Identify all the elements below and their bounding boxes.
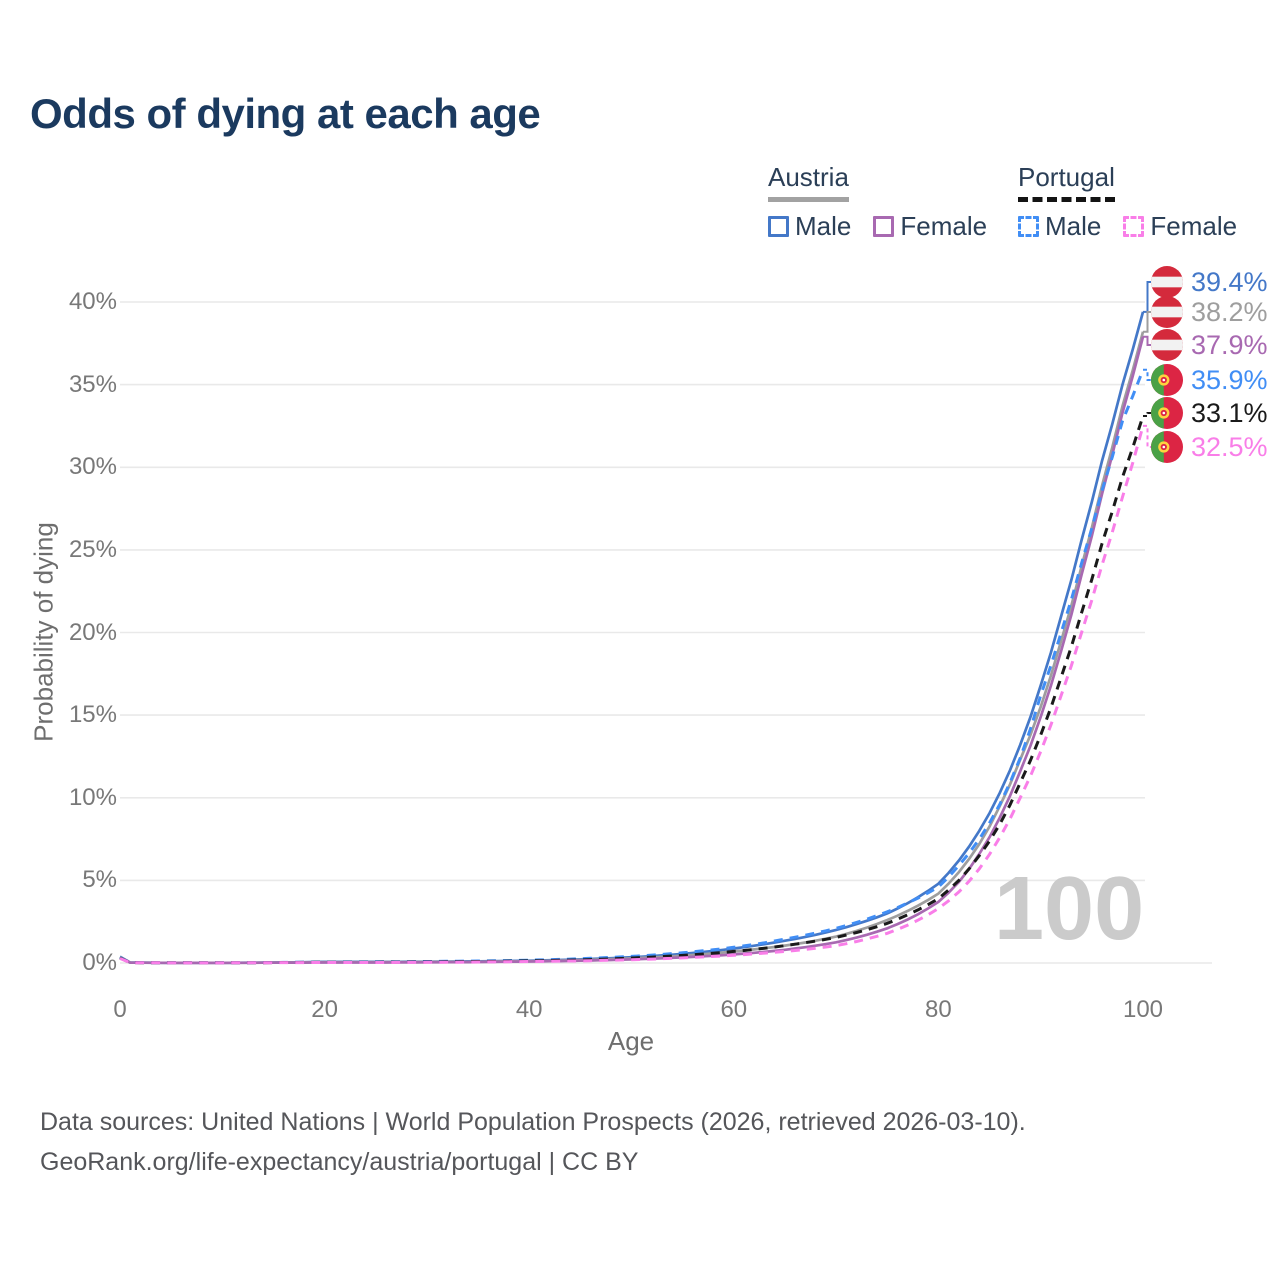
label-connector-2	[1143, 335, 1151, 346]
austria-male-checkbox[interactable]	[768, 216, 789, 237]
portugal-flag-icon	[1151, 397, 1183, 429]
end-value-austria-female: 37.9%	[1191, 330, 1268, 360]
portugal-flag-icon	[1151, 364, 1183, 396]
legend-country-portugal: Portugal	[1018, 162, 1115, 202]
legend-row-austria: Male Female	[768, 211, 1009, 242]
label-connector-1	[1143, 311, 1151, 333]
portugal-flag-icon	[1151, 431, 1183, 463]
austria-flag-icon	[1151, 329, 1183, 361]
portugal-female-checkbox[interactable]	[1123, 216, 1145, 237]
x-axis-title: Age	[607, 1026, 655, 1056]
x-tick-label-80: 80	[925, 996, 952, 1023]
x-tick-label-40: 40	[515, 996, 543, 1023]
legend-group-portugal: Portugal Male Female	[1018, 162, 1259, 242]
footer-attribution: GeoRank.org/life-expectancy/austria/port…	[40, 1148, 639, 1176]
end-value-austria-male: 39.4%	[1191, 267, 1268, 297]
age-counter: 100	[994, 859, 1145, 959]
label-connector-0	[1143, 281, 1151, 313]
end-value-portugal-female: 32.5%	[1191, 432, 1268, 462]
y-tick-label-20%: 20%	[68, 618, 117, 646]
portugal-female-label: Female	[1150, 211, 1238, 241]
y-tick-label-5%: 5%	[82, 866, 117, 894]
portugal-male-checkbox[interactable]	[1018, 216, 1039, 237]
x-tick-label-0: 0	[113, 996, 127, 1023]
end-value-portugal-male: 35.9%	[1191, 365, 1268, 395]
austria-flag-icon	[1151, 266, 1183, 298]
label-connector-4	[1143, 412, 1151, 417]
footer-data-sources: Data sources: United Nations | World Pop…	[40, 1108, 1026, 1136]
x-tick-label-60: 60	[720, 996, 748, 1023]
label-connector-3	[1143, 368, 1151, 381]
x-tick-label-20: 20	[311, 996, 338, 1023]
portugal-male-label: Male	[1045, 211, 1102, 241]
y-tick-label-10%: 10%	[68, 783, 117, 811]
series-line-portugal-female	[119, 425, 1145, 965]
y-tick-label-40%: 40%	[68, 288, 117, 315]
end-value-portugal: 33.1%	[1191, 398, 1268, 428]
austria-female-label: Female	[900, 211, 988, 241]
y-tick-label-30%: 30%	[68, 453, 117, 481]
series-line-portugal	[119, 415, 1145, 965]
label-connector-5	[1143, 424, 1151, 448]
y-tick-label-0%: 0%	[82, 949, 117, 976]
legend-row-portugal: Male Female	[1018, 211, 1259, 242]
page-title: Odds of dying at each age	[30, 90, 541, 137]
series-line-portugal-male	[119, 369, 1145, 965]
series-line-austria	[119, 331, 1145, 965]
x-tick-label-100: 100	[1122, 996, 1164, 1023]
y-tick-label-15%: 15%	[68, 701, 117, 729]
series-line-austria-male	[119, 311, 1145, 965]
austria-flag-icon	[1151, 296, 1183, 328]
austria-female-checkbox[interactable]	[873, 216, 895, 237]
series-line-austria-female	[119, 336, 1145, 965]
y-tick-label-35%: 35%	[68, 370, 117, 398]
legend-country-austria: Austria	[768, 162, 849, 202]
y-tick-label-25%: 25%	[68, 535, 117, 563]
end-value-austria: 38.2%	[1191, 297, 1268, 327]
legend-group-austria: Austria Male Female	[768, 162, 1009, 242]
austria-male-label: Male	[795, 211, 852, 241]
